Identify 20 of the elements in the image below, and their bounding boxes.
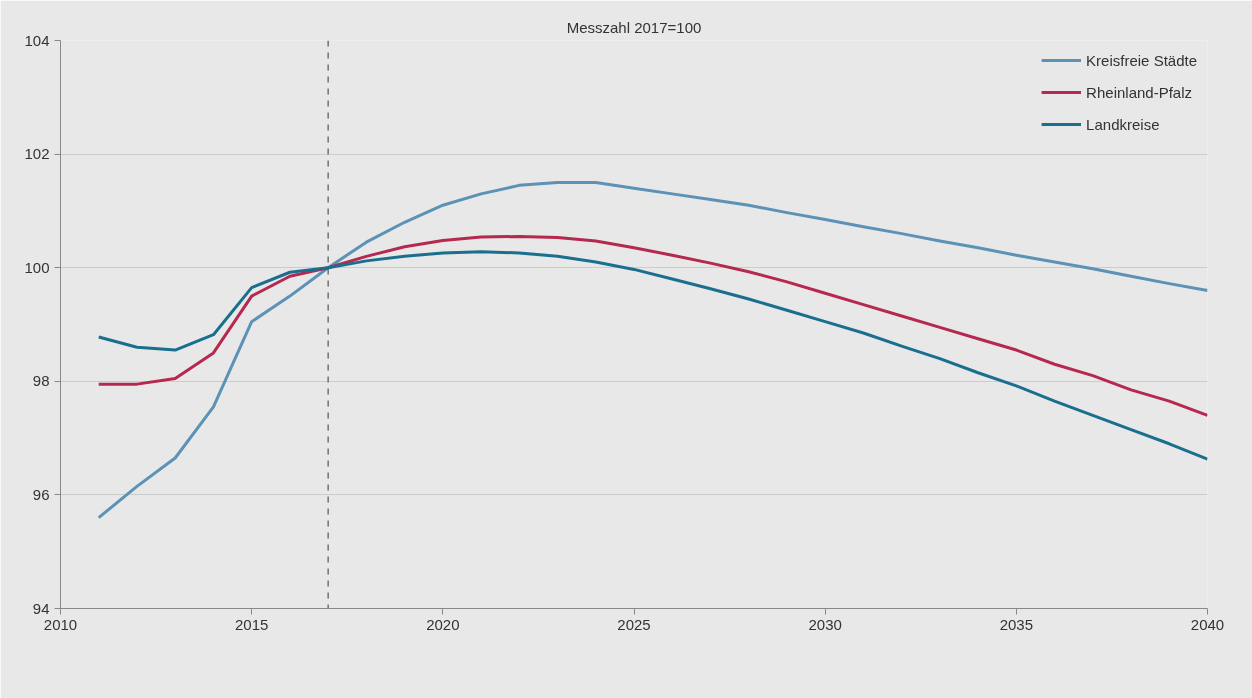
y-tick-label: 94: [32, 599, 50, 617]
y-tick-label: 100: [24, 258, 50, 276]
chart-title: Messzahl 2017=100: [566, 18, 702, 36]
x-tick-label: 2010: [43, 615, 78, 633]
line-series: [97, 181, 1208, 520]
x-tick-label: 2035: [999, 615, 1034, 633]
line-series: [97, 234, 1208, 417]
x-tick-label: 2020: [426, 615, 460, 633]
legend-label: Rheinland-Pfalz: [1086, 83, 1193, 101]
line-series: [97, 250, 1208, 461]
y-tick-label: 98: [32, 372, 50, 390]
x-tick-label: 2040: [1190, 615, 1225, 633]
x-tick-label: 2015: [234, 615, 269, 633]
y-tick-label: 102: [24, 145, 50, 163]
y-tick-label: 96: [32, 485, 50, 503]
y-tick-label: 104: [24, 31, 50, 49]
x-tick-label: 2030: [808, 615, 842, 633]
legend-label: Landkreise: [1086, 115, 1160, 133]
legend-label: Kreisfreie Städte: [1086, 51, 1197, 69]
x-tick-label: 2025: [617, 615, 651, 633]
